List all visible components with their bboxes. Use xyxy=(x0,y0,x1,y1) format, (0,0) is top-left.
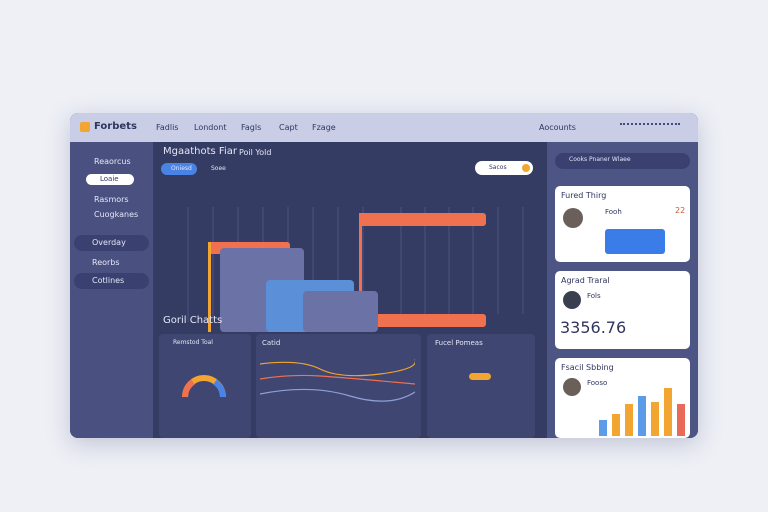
menu-item[interactable]: Fagls xyxy=(241,123,262,132)
nav-label: Overday xyxy=(92,238,126,247)
chart-card: Fsacil Sbbing Fooso xyxy=(555,358,690,438)
bar xyxy=(359,314,486,327)
bar-edge xyxy=(359,213,362,327)
nav-label: Cotlines xyxy=(92,276,125,285)
menu-item[interactable]: Fzage xyxy=(312,123,336,132)
bar-edge xyxy=(208,242,211,332)
search-box[interactable]: Cooks Pnaner Wlaee xyxy=(555,153,690,169)
search-box[interactable]: Sacos xyxy=(475,161,533,175)
widget-title: Catid xyxy=(262,339,281,347)
action-button[interactable] xyxy=(605,229,665,254)
card-title: Fsacil Sbbing xyxy=(561,363,614,372)
gantt-chart xyxy=(187,207,542,332)
menu-item[interactable]: Londont xyxy=(194,123,227,132)
stat-card: Agrad Traral Fols 3356.76 xyxy=(555,271,690,349)
line-chart xyxy=(260,359,415,402)
section-title: Goril Chatts xyxy=(163,315,223,326)
nav-item[interactable]: Reorbs xyxy=(92,258,120,267)
profile-card: Fured Thirg Fooh 22 xyxy=(555,186,690,262)
gauge xyxy=(182,375,226,398)
widget-title: Remstod Toal xyxy=(173,339,213,346)
big-value: 3356.76 xyxy=(560,318,627,337)
name: Fooh xyxy=(605,208,622,216)
search-text: Cooks Pnaner Wlaee xyxy=(569,156,631,163)
toolbar-icons xyxy=(620,123,680,134)
sidebar-button[interactable]: Loaie xyxy=(86,174,134,185)
tab-active[interactable]: Oniesd xyxy=(161,163,197,175)
page-title: Mgaathots Fiar xyxy=(163,146,237,157)
button-label: Loaie xyxy=(100,175,119,183)
sidebar-item[interactable]: Rasmors xyxy=(94,195,129,204)
right-panel: Cooks Pnaner Wlaee Fured Thirg Fooh 22 A… xyxy=(547,142,698,438)
avatar xyxy=(563,378,581,396)
value: 22 xyxy=(675,206,686,215)
tab-label: Oniesd xyxy=(171,165,192,172)
top-bar: Forbets Fadlis Londont Fagls Capt Fzage … xyxy=(70,113,698,142)
search-text: Sacos xyxy=(489,164,507,171)
user-menu[interactable]: Aocounts xyxy=(539,123,576,132)
tab[interactable]: Soee xyxy=(211,165,226,172)
logo-icon xyxy=(80,122,90,132)
name: Fols xyxy=(587,292,601,300)
avatar xyxy=(563,208,583,228)
block xyxy=(303,291,378,332)
widget-card: Remstod Toal xyxy=(159,334,251,438)
widget-title: Fucel Pomeas xyxy=(435,339,483,347)
main-panel: Mgaathots Fiar Poil Yold Oniesd Soee Sac… xyxy=(153,142,547,438)
avatar xyxy=(563,291,581,309)
menu-item[interactable]: Capt xyxy=(279,123,298,132)
widget-card: Fucel Pomeas xyxy=(427,334,535,438)
sidebar: Reaorcus Loaie Rasmors Cuogkanes Overday… xyxy=(70,142,153,438)
card-title: Agrad Traral xyxy=(561,276,610,285)
sidebar-item[interactable]: Cuogkanes xyxy=(94,210,139,219)
app-window: Forbets Fadlis Londont Fagls Capt Fzage … xyxy=(70,113,698,438)
nav-item[interactable]: Cotlines xyxy=(74,273,149,289)
breadcrumb: Poil Yold xyxy=(239,148,272,157)
card-title: Fured Thirg xyxy=(561,191,607,200)
sidebar-item[interactable]: Reaorcus xyxy=(94,157,131,166)
search-icon xyxy=(522,164,530,172)
menu-item[interactable]: Fadlis xyxy=(156,123,179,132)
logo: Forbets xyxy=(94,121,137,132)
nav-item-active[interactable]: Overday xyxy=(74,235,149,251)
mini-bars xyxy=(599,388,685,436)
bar xyxy=(359,213,486,226)
toggle[interactable] xyxy=(469,373,491,380)
name: Fooso xyxy=(587,379,608,387)
widget-card: Catid xyxy=(256,334,421,438)
